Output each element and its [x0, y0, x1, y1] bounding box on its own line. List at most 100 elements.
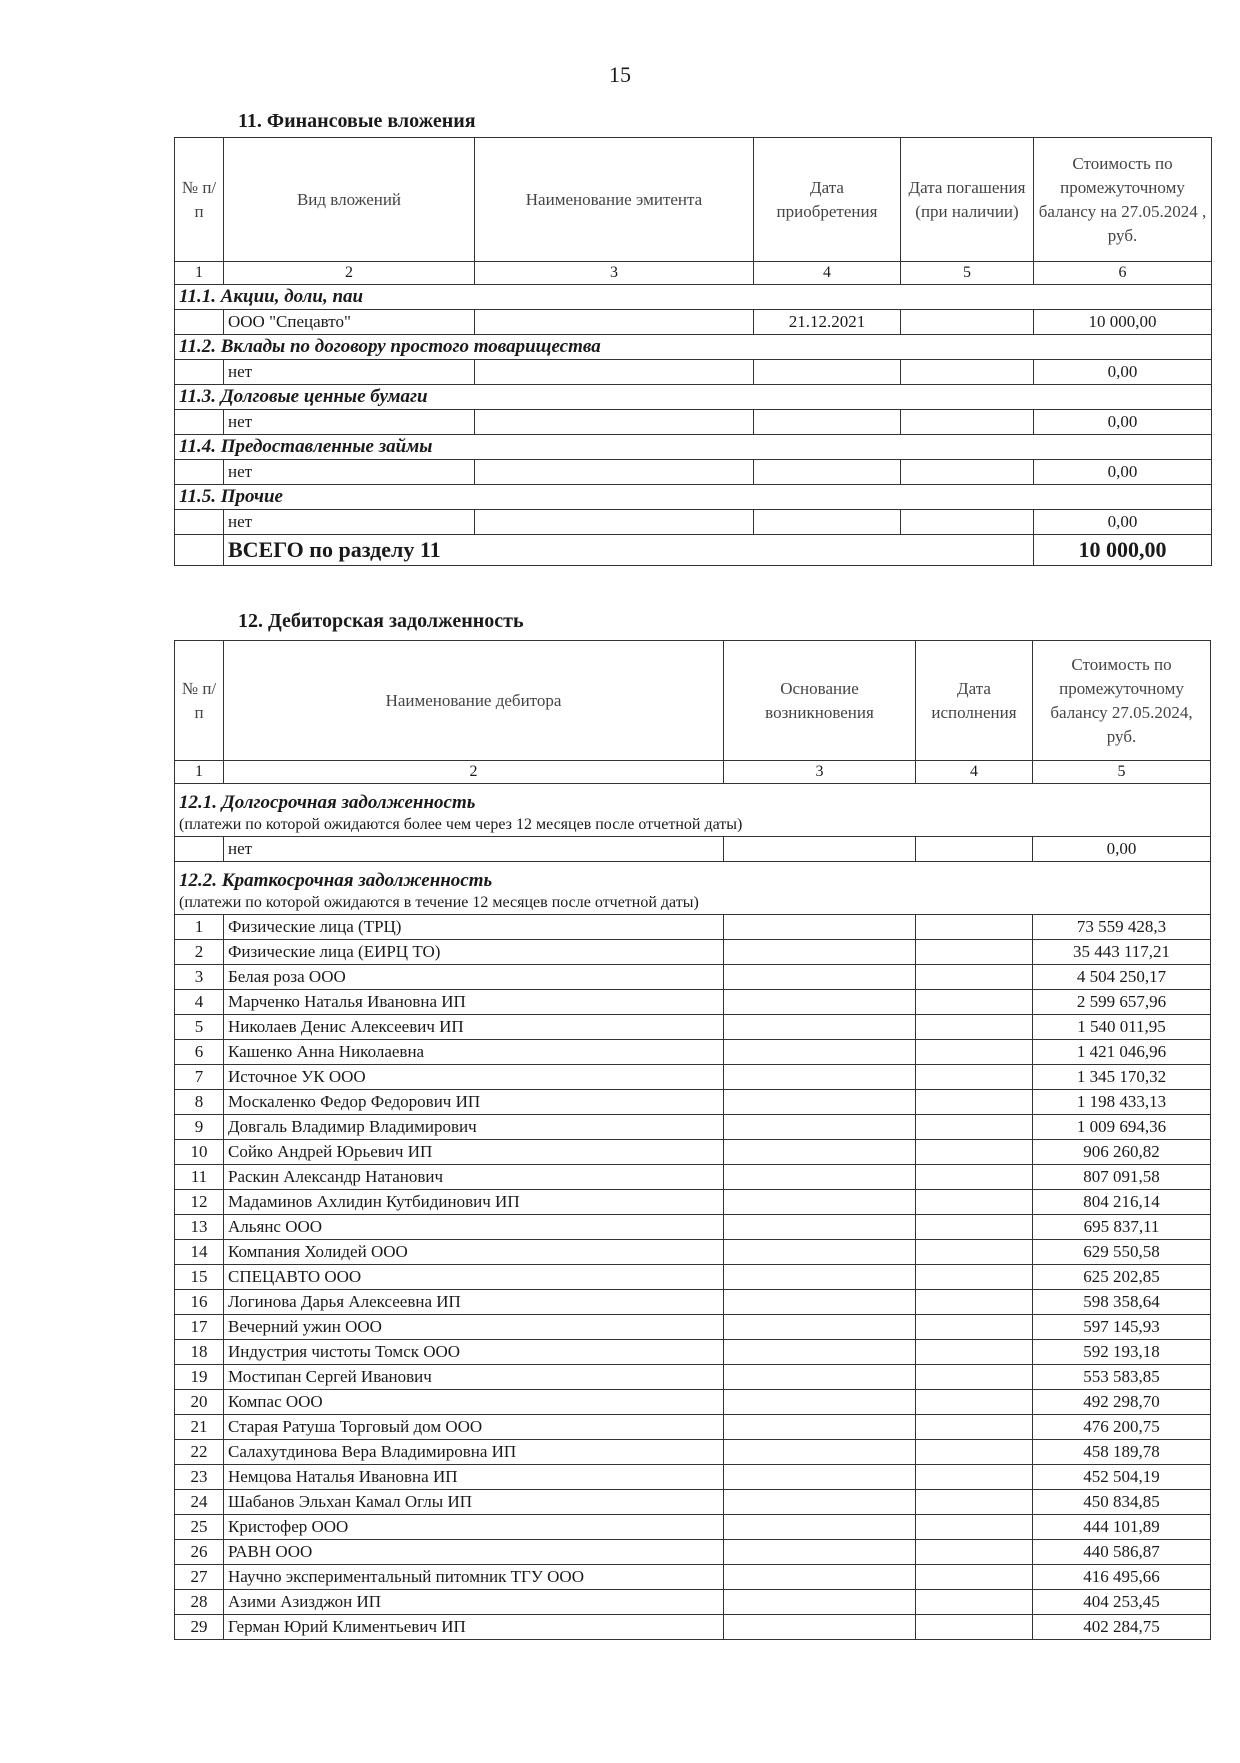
row-number-cell: 22 — [174, 1439, 224, 1465]
due-date-cell — [915, 1314, 1033, 1340]
value-cell: 0,00 — [1033, 359, 1212, 385]
basis-cell — [723, 989, 916, 1015]
group-header-row: 12.1. Долгосрочная задолженность (платежи… — [174, 783, 1211, 837]
column-number: 1 — [174, 261, 224, 285]
row-number-cell: 27 — [174, 1564, 224, 1590]
value-cell: 0,00 — [1032, 836, 1211, 862]
column-numbers-row: 1 2 3 4 5 — [174, 760, 1211, 784]
investment-type-cell: нет — [223, 459, 475, 485]
value-cell: 404 253,45 — [1032, 1589, 1211, 1615]
debtor-name-cell: нет — [223, 836, 724, 862]
row-number-cell: 23 — [174, 1464, 224, 1490]
row-number-cell — [174, 359, 224, 385]
table-row: 12 Мадаминов Ахлидин Кутбидинович ИП 804 2… — [174, 1189, 1211, 1215]
debtor-name-cell: Мадаминов Ахлидин Кутбидинович ИП — [223, 1189, 724, 1215]
table-row: нет 0,00 — [174, 359, 1212, 385]
due-date-cell — [915, 1614, 1033, 1640]
table-row: 26 РАВН ООО 440 586,87 — [174, 1539, 1211, 1565]
group-title: 11.3. Долговые ценные бумаги — [174, 384, 1212, 410]
issuer-cell — [474, 509, 754, 535]
section-12-title: 12. Дебиторская задолженность — [238, 610, 524, 632]
debtor-name-cell: Кашенко Анна Николаевна — [223, 1039, 724, 1065]
due-date-cell — [915, 989, 1033, 1015]
group-header-row: 12.2. Краткосрочная задолженность (платеж… — [174, 861, 1211, 915]
group-note: (платежи по которой ожидаются в течение … — [179, 894, 699, 911]
row-number-cell: 13 — [174, 1214, 224, 1240]
table-row: 15 СПЕЦАВТО ООО 625 202,85 — [174, 1264, 1211, 1290]
basis-cell — [723, 1539, 916, 1565]
debtor-name-cell: Логинова Дарья Алексеевна ИП — [223, 1289, 724, 1315]
debtor-name-cell: Кристофер ООО — [223, 1514, 724, 1540]
due-date-cell — [915, 1514, 1033, 1540]
value-cell: 444 101,89 — [1032, 1514, 1211, 1540]
row-number-cell: 18 — [174, 1339, 224, 1365]
row-number-cell: 16 — [174, 1289, 224, 1315]
debtor-name-cell: Компания Холидей ООО — [223, 1239, 724, 1265]
due-date-cell — [915, 964, 1033, 990]
basis-cell — [723, 1114, 916, 1140]
header-cell: № п/п — [174, 137, 224, 262]
debtor-name-cell: Довгаль Владимир Владимирович — [223, 1114, 724, 1140]
acquisition-date-cell — [753, 409, 901, 435]
header-cell: Дата приобретения — [753, 137, 901, 262]
table-row: 13 Альянс ООО 695 837,11 — [174, 1214, 1211, 1240]
table-row: 16 Логинова Дарья Алексеевна ИП 598 358,64 — [174, 1289, 1211, 1315]
debtor-name-cell: Компас ООО — [223, 1389, 724, 1415]
row-number-cell: 9 — [174, 1114, 224, 1140]
basis-cell — [723, 1289, 916, 1315]
debtor-name-cell: Индустрия чистоты Томск ООО — [223, 1339, 724, 1365]
acquisition-date-cell: 21.12.2021 — [753, 309, 901, 335]
column-number: 3 — [723, 760, 916, 784]
table-row: 23 Немцова Наталья Ивановна ИП 452 504,19 — [174, 1464, 1211, 1490]
value-cell: 476 200,75 — [1032, 1414, 1211, 1440]
debtor-name-cell: Москаленко Федор Федорович ИП — [223, 1089, 724, 1115]
row-number-cell: 1 — [174, 914, 224, 940]
table-row: 20 Компас ООО 492 298,70 — [174, 1389, 1211, 1415]
value-cell: 1 009 694,36 — [1032, 1114, 1211, 1140]
value-cell: 440 586,87 — [1032, 1539, 1211, 1565]
group-header-row: 11.5. Прочие — [174, 484, 1212, 510]
value-cell: 35 443 117,21 — [1032, 939, 1211, 965]
issuer-cell — [474, 359, 754, 385]
row-number-cell: 10 — [174, 1139, 224, 1165]
due-date-cell — [915, 1139, 1033, 1165]
table-row: 21 Старая Ратуша Торговый дом ООО 476 200,… — [174, 1414, 1211, 1440]
row-number-cell: 7 — [174, 1064, 224, 1090]
column-number: 2 — [223, 760, 724, 784]
value-cell: 10 000,00 — [1033, 309, 1212, 335]
debtor-name-cell: Научно экспериментальный питомник ТГУ ОО… — [223, 1564, 724, 1590]
group-cell: 12.1. Долгосрочная задолженность (платежи… — [174, 783, 1211, 837]
table-row: 27 Научно экспериментальный питомник ТГУ … — [174, 1564, 1211, 1590]
value-cell: 450 834,85 — [1032, 1489, 1211, 1515]
group-title: 12.1. Долгосрочная задолженность — [179, 792, 476, 813]
row-number-cell: 8 — [174, 1089, 224, 1115]
issuer-cell — [474, 309, 754, 335]
debtor-name-cell: Герман Юрий Климентьевич ИП — [223, 1614, 724, 1640]
table-header-row: № п/п Наименование дебитора Основание во… — [174, 640, 1211, 761]
due-date-cell — [915, 1114, 1033, 1140]
group-header-row: 11.3. Долговые ценные бумаги — [174, 384, 1212, 410]
row-number-cell: 2 — [174, 939, 224, 965]
due-date-cell — [915, 1489, 1033, 1515]
acquisition-date-cell — [753, 359, 901, 385]
debtor-name-cell: Николаев Денис Алексеевич ИП — [223, 1014, 724, 1040]
row-number-cell: 14 — [174, 1239, 224, 1265]
group-title: 11.5. Прочие — [174, 484, 1212, 510]
table-row: 29 Герман Юрий Климентьевич ИП 402 284,75 — [174, 1614, 1211, 1640]
table-row: 7 Источное УК ООО 1 345 170,32 — [174, 1064, 1211, 1090]
header-cell: № п/п — [174, 640, 224, 761]
group-title: 12.2. Краткосрочная задолженность — [179, 870, 493, 891]
maturity-date-cell — [900, 359, 1034, 385]
row-number-cell — [174, 459, 224, 485]
table-row: 24 Шабанов Эльхан Камал Оглы ИП 450 834,85 — [174, 1489, 1211, 1515]
row-number-cell: 21 — [174, 1414, 224, 1440]
total-label: ВСЕГО по разделу 11 — [223, 534, 1034, 566]
column-number: 5 — [1032, 760, 1211, 784]
value-cell: 1 540 011,95 — [1032, 1014, 1211, 1040]
table-row: 1 Физические лица (ТРЦ) 73 559 428,3 — [174, 914, 1211, 940]
basis-cell — [723, 1189, 916, 1215]
value-cell: 598 358,64 — [1032, 1289, 1211, 1315]
due-date-cell — [915, 939, 1033, 965]
row-number-cell: 19 — [174, 1364, 224, 1390]
basis-cell — [723, 1314, 916, 1340]
